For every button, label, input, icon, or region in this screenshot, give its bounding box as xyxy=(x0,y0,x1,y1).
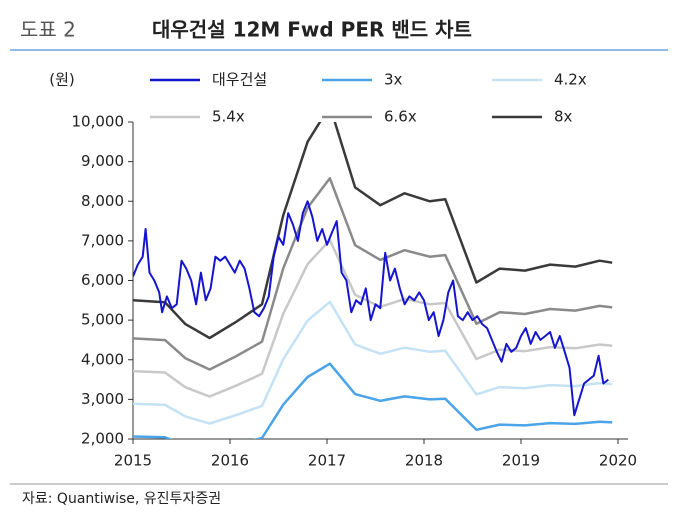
x-tick-label: 2018 xyxy=(405,452,443,470)
y-tick-label: 8,000 xyxy=(81,192,124,210)
series-line xyxy=(133,200,609,417)
x-tick-label: 2019 xyxy=(502,452,540,470)
y-tick-label: 4,000 xyxy=(81,350,124,368)
series-line xyxy=(133,238,613,398)
y-tick-label: 2,000 xyxy=(81,430,124,448)
y-tick-label: 6,000 xyxy=(81,271,124,289)
legend-label: 대우건설 xyxy=(212,71,267,89)
legend-label: 4.2x xyxy=(554,71,587,89)
series-line xyxy=(133,122,613,340)
y-tick-label: 9,000 xyxy=(81,152,124,170)
x-tick-label: 2016 xyxy=(211,452,249,470)
y-tick-label: 5,000 xyxy=(81,311,124,329)
legend-label: 6.6x xyxy=(384,108,417,126)
legend-label: 5.4x xyxy=(212,108,245,126)
series-line xyxy=(133,300,613,425)
y-tick-label: 3,000 xyxy=(81,390,124,408)
legend-label: 8x xyxy=(554,108,573,126)
figure-label: 도표 2 xyxy=(20,18,76,42)
series-line xyxy=(133,177,613,371)
x-tick-label: 2015 xyxy=(114,452,152,470)
y-tick-label: 10,000 xyxy=(72,113,125,131)
series-line xyxy=(133,362,613,439)
legend-label: 3x xyxy=(384,71,403,89)
x-tick-label: 2020 xyxy=(599,452,637,470)
chart-title: 대우건설 12M Fwd PER 밴드 차트 xyxy=(152,18,472,42)
source: 자료: Quantiwise, 유진투자증권 xyxy=(22,491,221,507)
y-axis-label: (원) xyxy=(49,71,75,89)
x-tick-label: 2017 xyxy=(308,452,346,470)
y-tick-label: 7,000 xyxy=(81,231,124,249)
plot-area xyxy=(133,122,613,439)
